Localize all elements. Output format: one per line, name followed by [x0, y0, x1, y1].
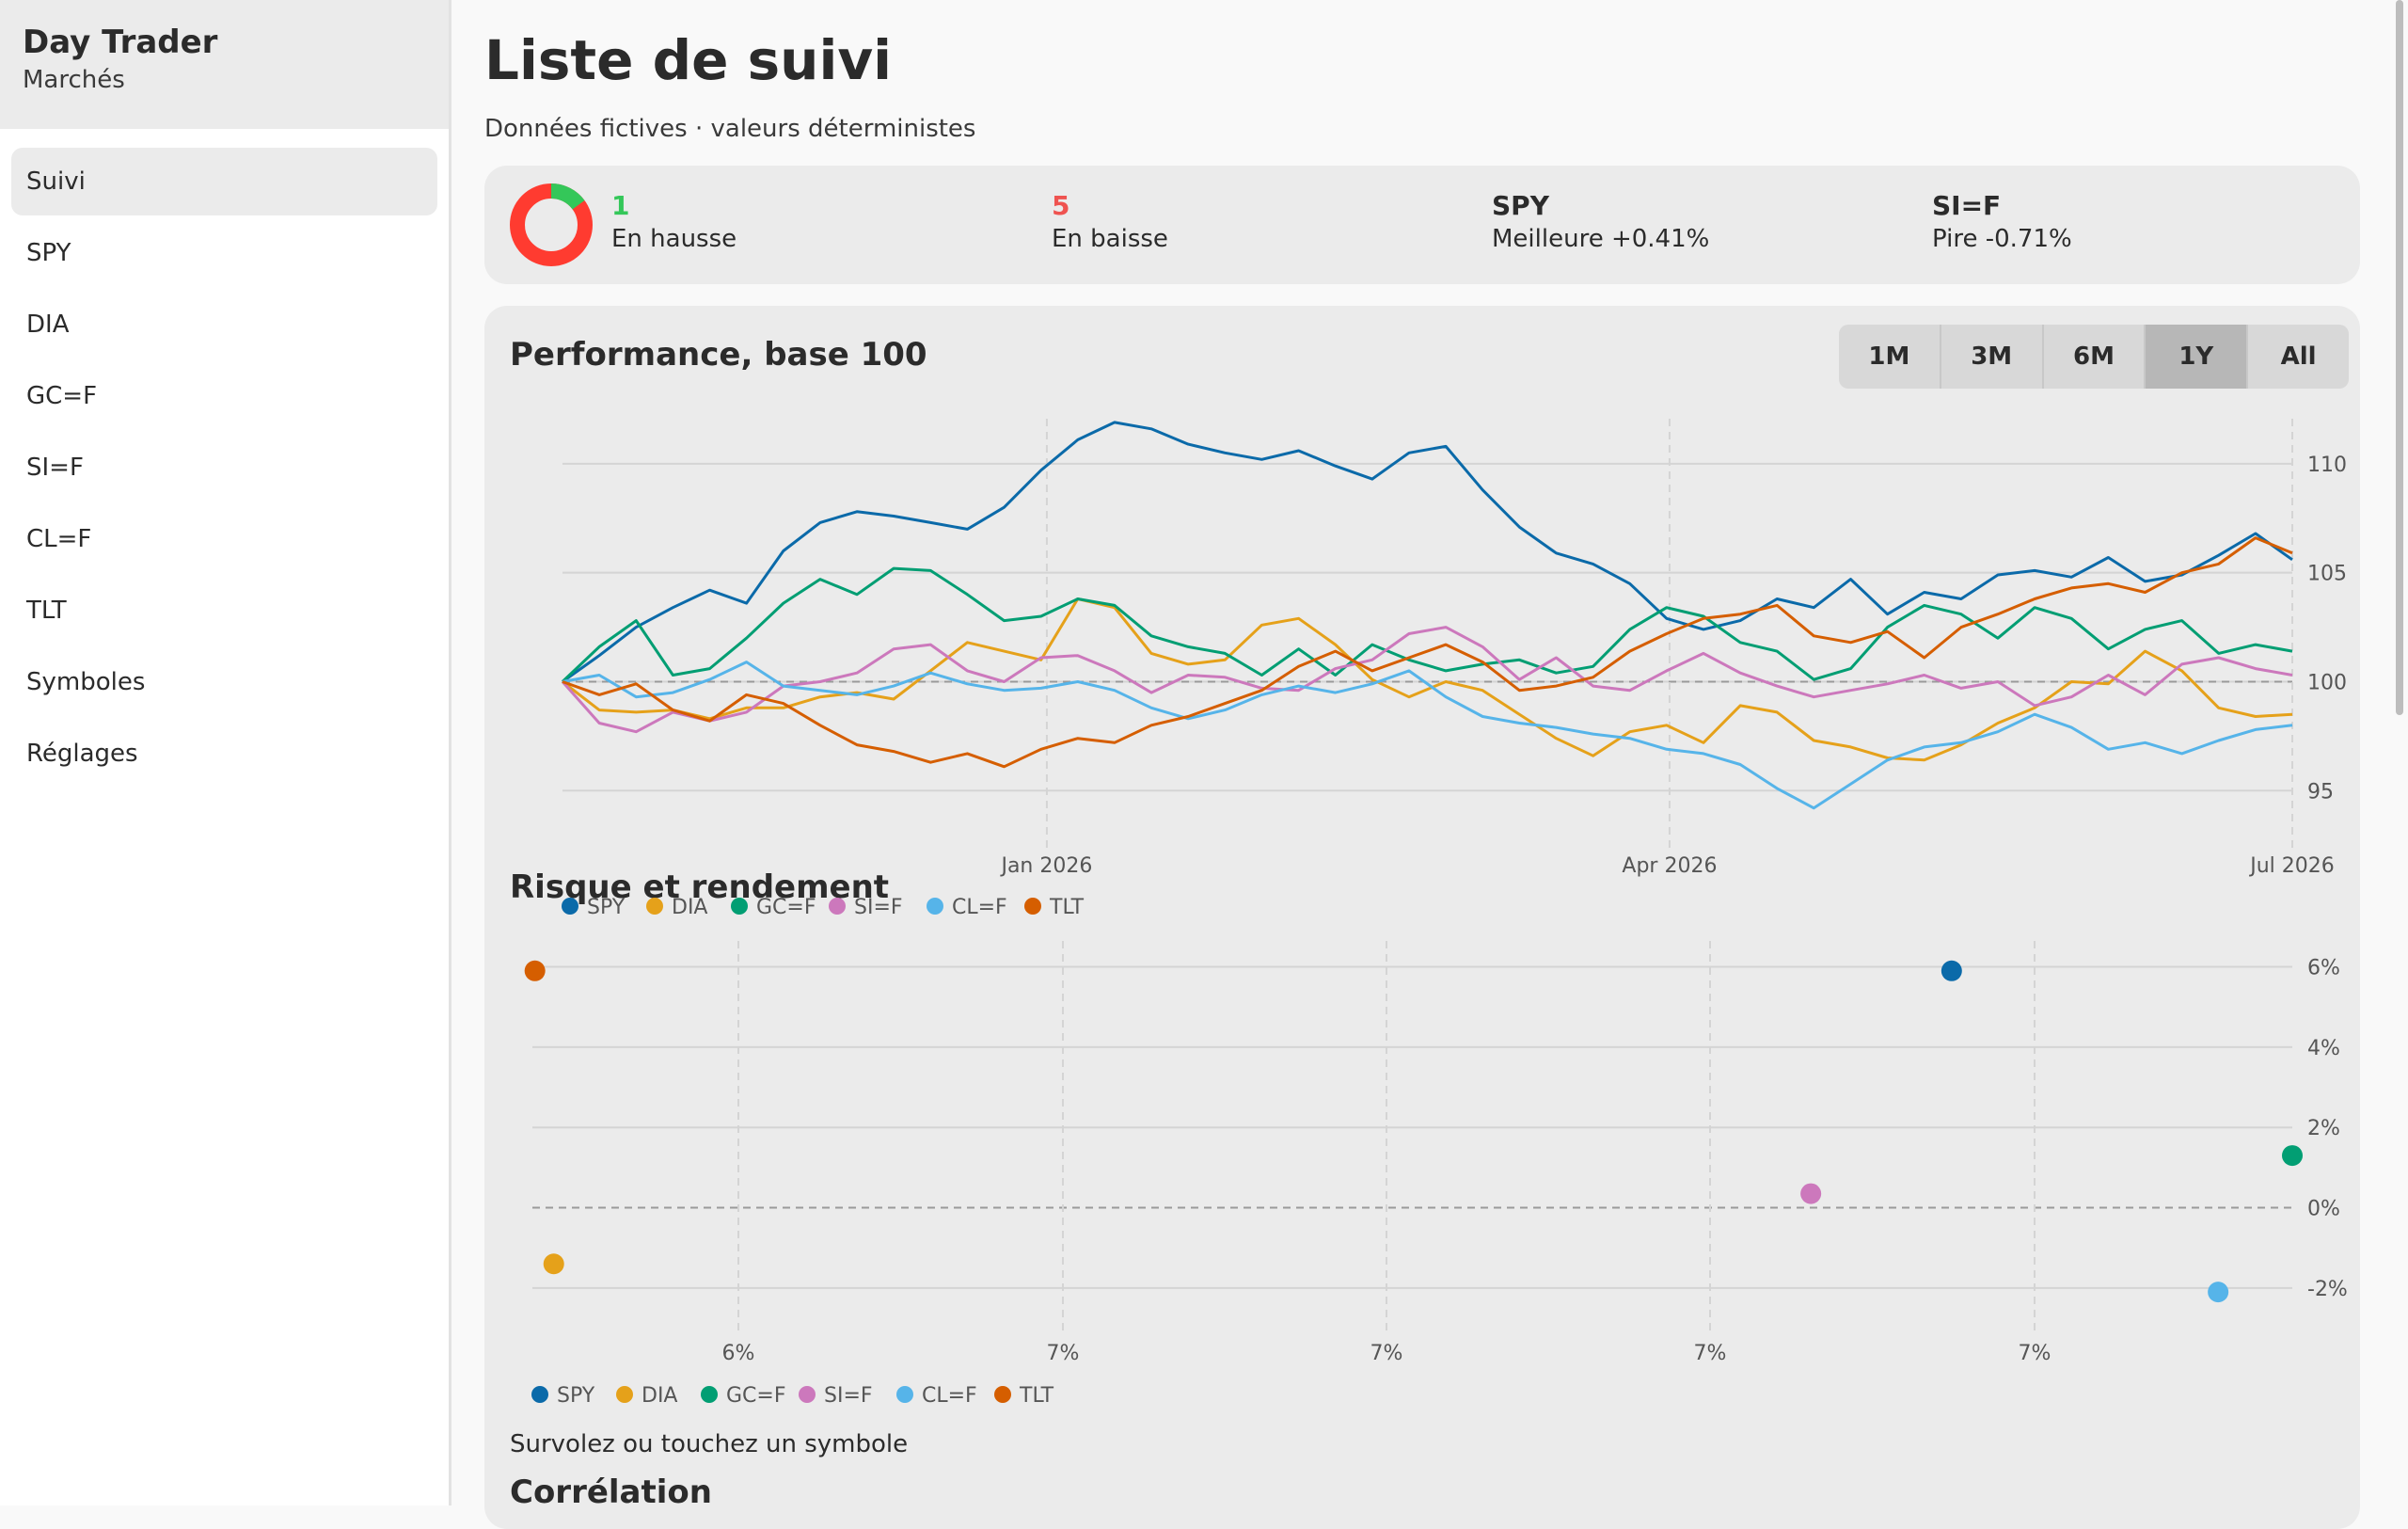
legend-swatch — [829, 898, 846, 915]
donut-up-segment — [510, 183, 593, 266]
sidebar-item-suivi[interactable]: Suivi — [11, 148, 437, 215]
sidebar-item-crude[interactable]: CL=F — [26, 525, 92, 553]
range-6m-button[interactable]: 6M — [2044, 325, 2147, 389]
x-tick-label: Apr 2026 — [1622, 854, 1717, 878]
y-tick-label: 0% — [2307, 1198, 2340, 1221]
performance-card: Performance, base 100 1M 3M 6M 1Y All Ri… — [484, 306, 2360, 1529]
scatter-point-dia — [543, 1253, 564, 1275]
series-line-si-f — [561, 626, 2293, 734]
legend-swatch — [994, 1386, 1011, 1403]
legend-label: GC=F — [756, 896, 816, 919]
summary-card: 1 En hausse 5 En baisse SPY Meilleure +0… — [484, 166, 2360, 284]
legend-swatch — [616, 1386, 633, 1403]
legend-label: SI=F — [854, 896, 903, 919]
series-line-dia — [562, 597, 2293, 762]
x-tick-label: 7% — [2019, 1342, 2052, 1365]
sidebar: Day Trader Marchés Suivi SPY DIA GC=F SI… — [0, 0, 452, 1505]
legend-label: DIA — [672, 896, 707, 919]
scatter-point-tlt — [524, 960, 546, 981]
stat-up: 1 En hausse — [611, 190, 737, 256]
y-tick-label: 2% — [2307, 1117, 2340, 1140]
range-all-button[interactable]: All — [2280, 342, 2317, 371]
sidebar-item-dia[interactable]: DIA — [26, 311, 70, 339]
scrollbar[interactable] — [2396, 0, 2403, 715]
sidebar-nav: Suivi SPY DIA GC=F SI=F CL=F TLT Symbole… — [0, 129, 449, 788]
range-1m-button[interactable]: 1M — [1839, 325, 1941, 389]
legend-label: DIA — [642, 1384, 677, 1408]
stat-down: 5 En baisse — [1052, 190, 1168, 256]
sidebar-item-reglages[interactable]: Réglages — [26, 740, 138, 768]
legend-swatch — [1024, 898, 1041, 915]
correlation-title: Corrélation — [510, 1473, 712, 1511]
app-title: Day Trader — [23, 24, 218, 61]
legend-label: TLT — [1019, 1384, 1054, 1408]
x-tick-label: Jul 2026 — [2248, 854, 2335, 878]
performance-title: Performance, base 100 — [510, 336, 927, 374]
scatter-point-gc-f — [2282, 1145, 2303, 1167]
sidebar-item-gold[interactable]: GC=F — [26, 382, 98, 410]
series-line-tlt — [562, 536, 2293, 769]
x-tick-label: 7% — [1047, 1342, 1080, 1365]
y-tick-label: 6% — [2307, 957, 2340, 980]
legend-swatch — [731, 898, 748, 915]
worst-label: Pire -0.71% — [1932, 225, 2072, 253]
up-down-donut — [510, 183, 593, 266]
x-tick-label: 7% — [1694, 1342, 1727, 1365]
range-selector: 1M 3M 6M 1Y All — [1839, 325, 2349, 389]
series-line-cl-f — [562, 661, 2293, 810]
series-line-gc-f — [561, 566, 2293, 683]
scatter-point-spy — [1941, 960, 1962, 981]
legend-swatch — [896, 1386, 913, 1403]
performance-chart: 95 100 105 110 Jan 2026 Apr 2026 Jul 2026 SPY DI… — [561, 419, 2347, 919]
y-tick-label: 110 — [2307, 454, 2347, 477]
y-tick-label: 100 — [2307, 671, 2347, 694]
y-tick-label: -2% — [2307, 1278, 2348, 1301]
best-symbol: SPY — [1492, 190, 1549, 221]
legend-swatch — [799, 1386, 816, 1403]
scatter-point-si-f — [1800, 1183, 1822, 1204]
legend-label: CL=F — [952, 896, 1007, 919]
scatter-point-cl-f — [2208, 1282, 2229, 1303]
hover-hint: Survolez ou touchez un symbole — [510, 1430, 909, 1458]
best-label: Meilleure +0.41% — [1492, 225, 1710, 253]
up-count: 1 — [611, 190, 630, 221]
app-subtitle: Marchés — [23, 66, 125, 94]
x-tick-label: Jan 2026 — [999, 854, 1092, 878]
series-line-spy — [562, 421, 2293, 683]
stat-best: SPY Meilleure +0.41% — [1492, 190, 1709, 256]
sidebar-item-tlt[interactable]: TLT — [26, 597, 67, 625]
legend-swatch — [562, 898, 578, 915]
down-count: 5 — [1052, 190, 1070, 221]
legend-label: GC=F — [726, 1384, 786, 1408]
range-3m-button[interactable]: 3M — [1941, 325, 2044, 389]
x-tick-label: 6% — [722, 1342, 755, 1365]
legend-swatch — [701, 1386, 718, 1403]
y-tick-label: 105 — [2307, 563, 2347, 586]
down-label: En baisse — [1052, 225, 1168, 253]
page-subtitle: Données fictives · valeurs déterministes — [484, 115, 976, 143]
up-label: En hausse — [611, 225, 737, 253]
sidebar-item-silver[interactable]: SI=F — [26, 454, 84, 482]
legend-label: TLT — [1049, 896, 1085, 919]
main-content: Liste de suivi Données fictives · valeur… — [454, 0, 2389, 1529]
legend-swatch — [646, 898, 663, 915]
y-tick-label: 4% — [2307, 1037, 2340, 1060]
stat-worst: SI=F Pire -0.71% — [1932, 190, 2072, 256]
legend-swatch — [531, 1386, 548, 1403]
legend-label: SI=F — [824, 1384, 873, 1408]
worst-symbol: SI=F — [1932, 190, 2002, 221]
legend-swatch — [927, 898, 943, 915]
page-title: Liste de suivi — [484, 28, 893, 92]
y-tick-label: 95 — [2307, 780, 2334, 804]
legend-label: SPY — [587, 896, 626, 919]
sidebar-header: Day Trader Marchés — [0, 0, 449, 129]
risk-return-chart: 6% 4% 2% 0% -2% 6% 7% 7% 7% 7% SPY DIA GC=F SI=F CL=F T… — [524, 941, 2348, 1408]
range-1y-button[interactable]: 1Y — [2146, 325, 2249, 389]
legend-label: CL=F — [922, 1384, 977, 1408]
legend-label: SPY — [557, 1384, 595, 1408]
x-tick-label: 7% — [1370, 1342, 1403, 1365]
sidebar-item-symboles[interactable]: Symboles — [26, 668, 146, 696]
sidebar-item-spy[interactable]: SPY — [26, 239, 71, 267]
